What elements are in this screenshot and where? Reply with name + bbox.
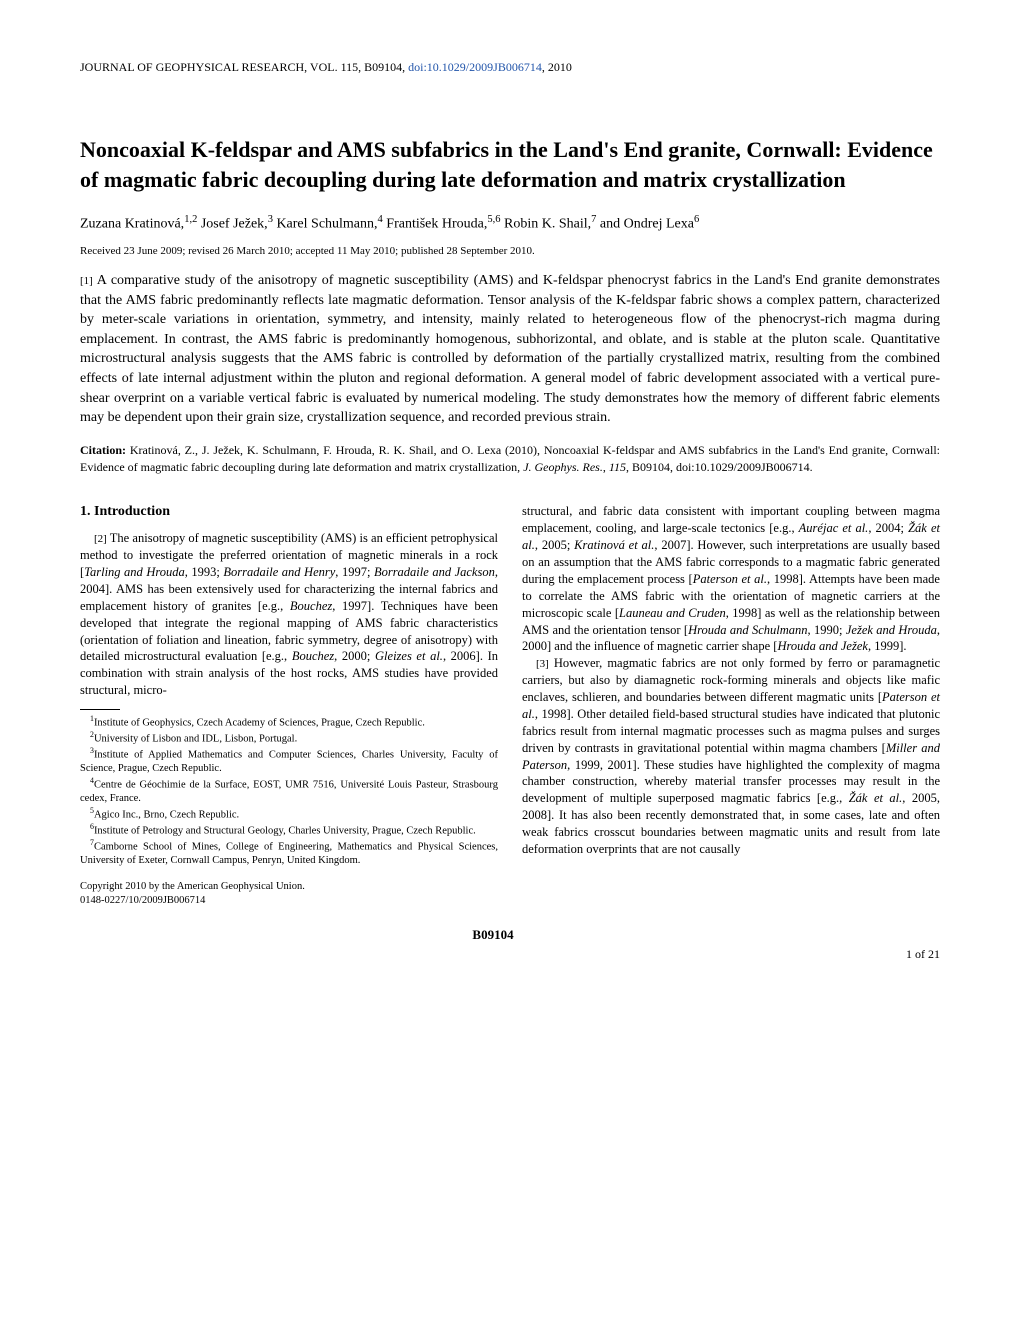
affiliation-rule [80,709,120,710]
affiliation-line: 1Institute of Geophysics, Czech Academy … [80,714,498,730]
received-line: Received 23 June 2009; revised 26 March … [80,245,940,257]
abstract-num: [1] [80,275,93,287]
article-title: Noncoaxial K-feldspar and AMS subfabrics… [80,135,940,194]
citation-text: Kratinová, Z., J. Ježek, K. Schulmann, F… [80,443,940,474]
affiliation-line: 3Institute of Applied Mathematics and Co… [80,746,498,776]
affiliation-line: 4Centre de Géochimie de la Surface, EOST… [80,776,498,806]
copyright-block: Copyright 2010 by the American Geophysic… [80,880,498,907]
journal-name: JOURNAL OF GEOPHYSICAL RESEARCH, VOL. 11… [80,60,408,74]
authors-line: Zuzana Kratinová,1,2 Josef Ježek,3 Karel… [80,212,940,235]
footer-code: B09104 [80,927,940,943]
abstract: [1] A comparative study of the anisotrop… [80,271,940,428]
paragraph-2: [2] The anisotropy of magnetic susceptib… [80,530,498,699]
right-column: structural, and fabric data consistent w… [522,503,940,907]
copyright-line-2: 0148-0227/10/2009JB006714 [80,894,498,908]
footer-row: 1 of 21 B09104 [80,927,940,943]
copyright-line-1: Copyright 2010 by the American Geophysic… [80,880,498,894]
two-column-body: 1. Introduction [2] The anisotropy of ma… [80,503,940,907]
affiliation-line: 7Camborne School of Mines, College of En… [80,838,498,868]
section-1-heading: 1. Introduction [80,503,498,522]
paragraph-3: [3] However, magmatic fabrics are not on… [522,655,940,858]
affiliation-line: 2University of Lisbon and IDL, Lisbon, P… [80,730,498,746]
citation-block: Citation: Kratinová, Z., J. Ježek, K. Sc… [80,442,940,476]
paragraph-2-cont: structural, and fabric data consistent w… [522,503,940,655]
page-number: 1 of 21 [906,947,940,962]
affiliations-block: 1Institute of Geophysics, Czech Academy … [80,714,498,868]
journal-year: , 2010 [542,60,572,74]
left-column: 1. Introduction [2] The anisotropy of ma… [80,503,498,907]
doi-link[interactable]: doi:10.1029/2009JB006714 [408,60,542,74]
abstract-text: A comparative study of the anisotropy of… [80,273,940,425]
affiliation-line: 5Agico Inc., Brno, Czech Republic. [80,806,498,822]
citation-label: Citation: [80,443,126,457]
journal-header: JOURNAL OF GEOPHYSICAL RESEARCH, VOL. 11… [80,60,940,75]
affiliation-line: 6Institute of Petrology and Structural G… [80,822,498,838]
